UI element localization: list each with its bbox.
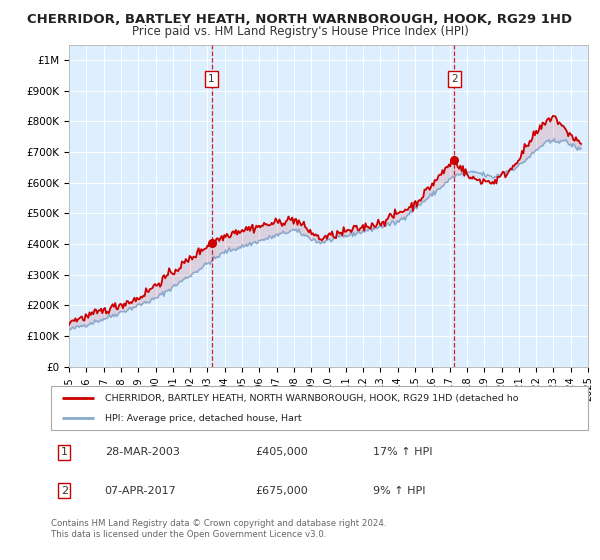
Text: 9% ↑ HPI: 9% ↑ HPI [373,486,426,496]
Text: CHERRIDOR, BARTLEY HEATH, NORTH WARNBOROUGH, HOOK, RG29 1HD: CHERRIDOR, BARTLEY HEATH, NORTH WARNBORO… [28,13,572,26]
Text: Contains HM Land Registry data © Crown copyright and database right 2024.
This d: Contains HM Land Registry data © Crown c… [51,519,386,539]
Text: Price paid vs. HM Land Registry's House Price Index (HPI): Price paid vs. HM Land Registry's House … [131,25,469,38]
Text: 28-MAR-2003: 28-MAR-2003 [105,447,179,457]
Text: 1: 1 [208,73,215,83]
Text: HPI: Average price, detached house, Hart: HPI: Average price, detached house, Hart [105,414,301,423]
Text: 17% ↑ HPI: 17% ↑ HPI [373,447,433,457]
Text: CHERRIDOR, BARTLEY HEATH, NORTH WARNBOROUGH, HOOK, RG29 1HD (detached ho: CHERRIDOR, BARTLEY HEATH, NORTH WARNBORO… [105,394,518,403]
Text: £675,000: £675,000 [255,486,308,496]
Text: 1: 1 [61,447,68,457]
Text: £405,000: £405,000 [255,447,308,457]
Text: 2: 2 [61,486,68,496]
Text: 07-APR-2017: 07-APR-2017 [105,486,176,496]
Text: 2: 2 [451,73,458,83]
